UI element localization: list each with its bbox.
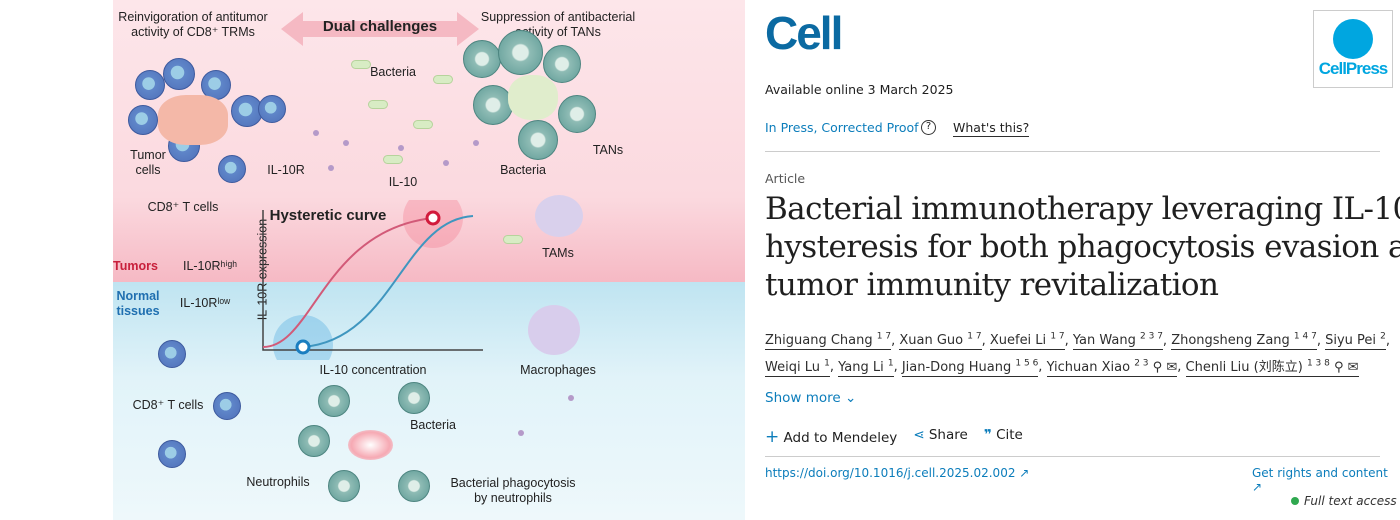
tumor-cells-label: Tumor cells [130, 148, 166, 177]
author-link[interactable]: Xuefei Li 1 7 [989, 332, 1065, 351]
author-link[interactable]: Weiqi Lu 1 [765, 358, 830, 377]
author-link[interactable]: Yan Wang 2 3 7 [1072, 332, 1163, 351]
rights-link[interactable]: Get rights and content ↗ [1252, 466, 1388, 494]
author-link[interactable]: Siyu Pei 2 [1325, 332, 1386, 351]
tams-label: TAMs [542, 246, 574, 260]
cell-logo[interactable]: Cell [765, 7, 843, 59]
article-type: Article [765, 171, 806, 186]
macrophages-label: Macrophages [520, 363, 596, 377]
bacteria-label-3: Bacteria [410, 418, 456, 432]
normal-tissues-label: Normal tissues [116, 289, 160, 318]
cd8-label-2: CD8⁺ T cells [132, 398, 204, 412]
share-button[interactable]: ⋖ Share [913, 427, 968, 443]
person-icon: ⚲ [1333, 359, 1344, 375]
status-link[interactable]: In Press, Corrected Proof [765, 120, 919, 135]
neutrophils-label: Neutrophils [246, 475, 310, 489]
person-icon: ⚲ [1152, 359, 1163, 375]
author-link[interactable]: Xuan Guo 1 7 [899, 332, 982, 351]
hysteresis-plot [262, 200, 483, 360]
chevron-down-icon: ⌄ [844, 390, 857, 406]
article-title: Bacterial immunotherapy leveraging IL-10… [765, 191, 1400, 303]
macrophage-icon [528, 305, 580, 355]
right-heading: Suppression of antibacterial activity of … [480, 10, 636, 39]
author-link[interactable]: Jian-Dong Huang 1 5 6 [901, 358, 1039, 377]
access-status: Full text access [1291, 494, 1397, 508]
email-icon: ✉ [1347, 359, 1359, 375]
article-header: Cell CellPress Available online 3 March … [745, 0, 1400, 520]
il10-label: IL-10 [388, 175, 418, 189]
divider [765, 456, 1380, 457]
author-link[interactable]: Yang Li 1 [838, 358, 894, 377]
il10r-high-label: IL-10Rʰⁱᵍʰ [182, 259, 238, 273]
tumor-cells-icon [158, 95, 228, 145]
bacteria-label-2: Bacteria [500, 163, 546, 177]
author-link[interactable]: Yichuan Xiao 2 3 ⚲ ✉ [1046, 358, 1178, 377]
plus-icon: + [765, 427, 780, 447]
share-icon: ⋖ [913, 427, 925, 443]
il10r-label: IL-10R [267, 163, 305, 177]
x-axis-label: IL-10 concentration [319, 363, 427, 377]
author-link[interactable]: Zhiguang Chang 1 7 [765, 332, 892, 351]
double-arrow-icon [281, 12, 479, 46]
cd8-label: CD8⁺ T cells [147, 200, 219, 214]
quote-icon: ❞ [983, 427, 992, 443]
phagocytosis-label: Bacterial phagocytosis by neutrophils [450, 476, 576, 505]
left-heading: Reinvigoration of antitumor activity of C… [118, 10, 268, 39]
dual-challenges-label: Dual challenges [322, 18, 438, 35]
tumors-label: Tumors [113, 259, 158, 273]
add-to-mendeley-button[interactable]: + Add to Mendeley [765, 427, 898, 447]
whats-this-link[interactable]: What's this? [953, 120, 1030, 137]
tans-label: TANs [592, 143, 624, 157]
cite-button[interactable]: ❞ Cite [983, 427, 1023, 443]
show-more-button[interactable]: Show more ⌄ [765, 390, 857, 406]
hysteretic-curve-title: Hysteretic curve [269, 207, 387, 224]
lower-branch [302, 215, 474, 348]
il10r-low-label: IL-10Rˡᵒʷ [179, 296, 231, 310]
author-list: Zhiguang Chang 1 7, Xuan Guo 1 7, Xuefei… [765, 332, 1391, 377]
tumor-region [113, 0, 745, 282]
tams-icon [535, 195, 583, 237]
available-online: Available online 3 March 2025 [765, 82, 954, 97]
email-icon: ✉ [1166, 359, 1178, 375]
graphical-abstract: Reinvigoration of antitumor activity of C… [113, 0, 745, 520]
author-link[interactable]: Zhongsheng Zang 1 4 7 [1171, 332, 1317, 351]
upper-branch [262, 217, 434, 348]
author-link[interactable]: Chenli Liu (刘陈立) 1 3 8 ⚲ ✉ [1185, 358, 1359, 377]
access-dot-icon [1291, 497, 1299, 505]
cellpress-logo[interactable]: CellPress [1313, 10, 1393, 88]
help-icon[interactable]: ? [921, 120, 936, 135]
doi-link[interactable]: https://doi.org/10.1016/j.cell.2025.02.0… [765, 466, 1030, 480]
divider [765, 151, 1380, 152]
bacteria-label: Bacteria [370, 65, 416, 79]
